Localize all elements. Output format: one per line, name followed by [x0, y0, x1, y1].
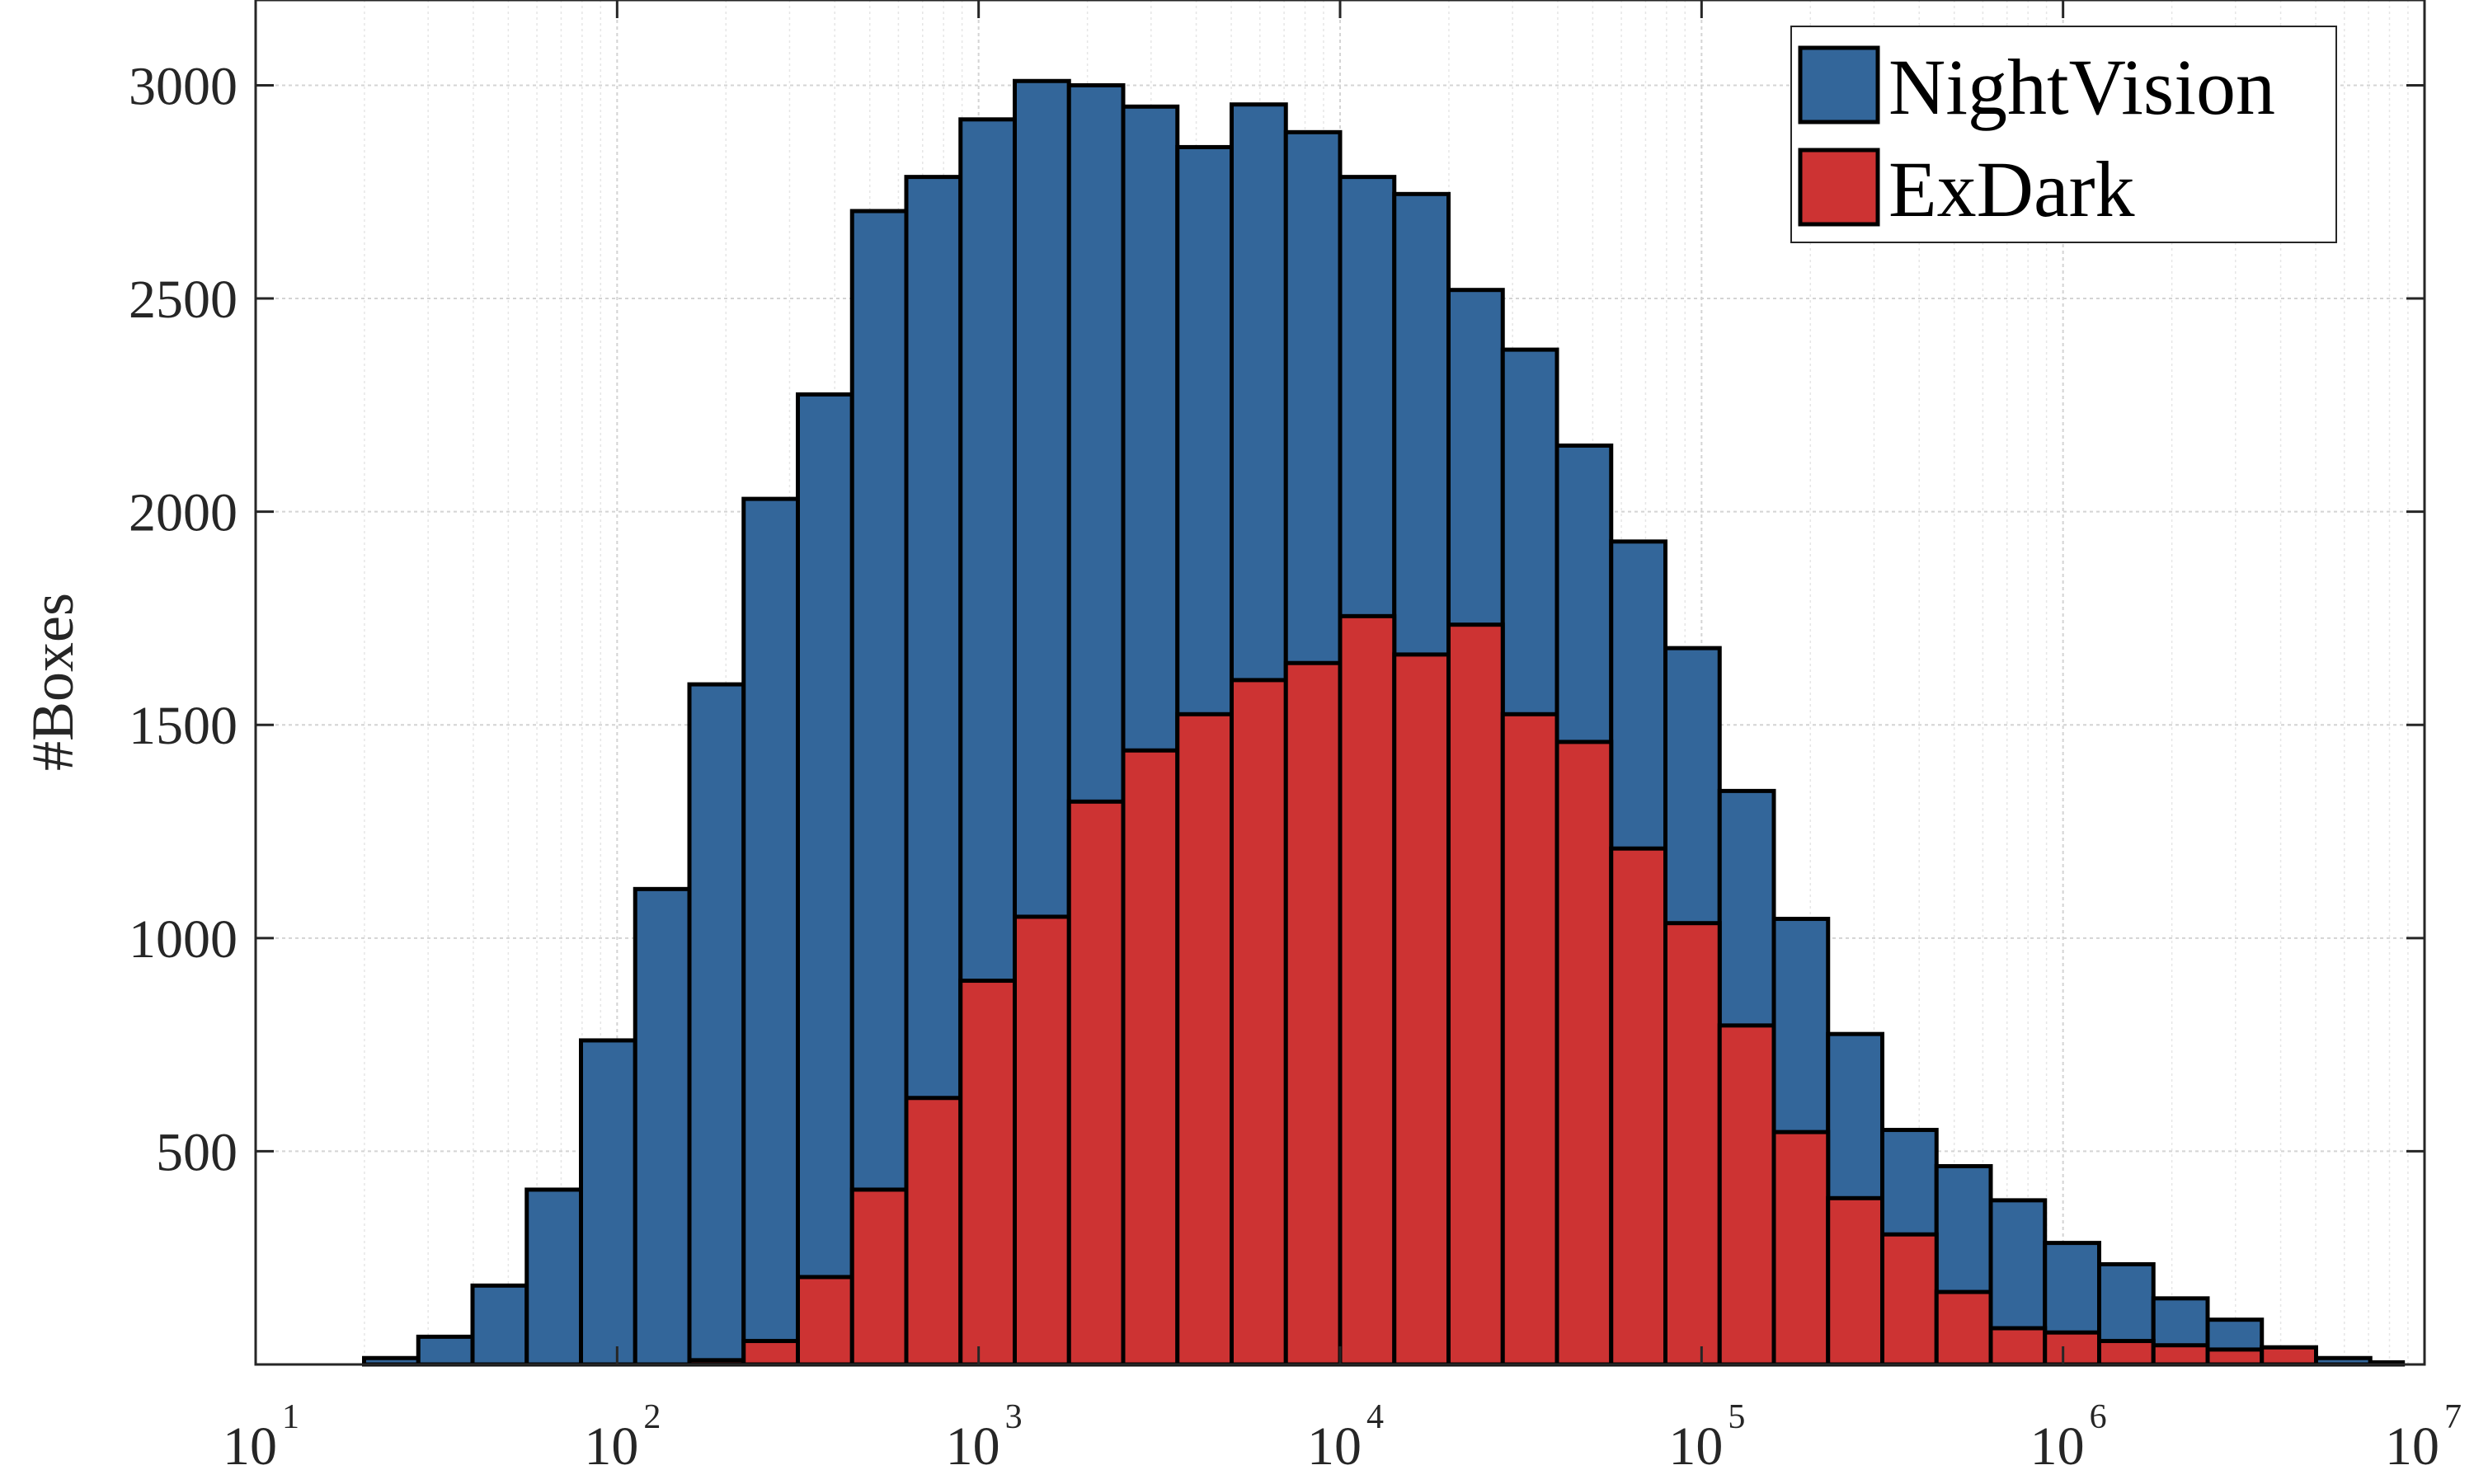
x-tick-label-exponent: 6: [2090, 1398, 2107, 1436]
exdark-bar: [1771, 1129, 1831, 1367]
x-tick-label: 10: [584, 1416, 638, 1477]
exdark-bar: [1717, 1023, 1776, 1367]
legend: NightVision ExDark: [1790, 26, 2337, 243]
nightvision-bar: [416, 1334, 475, 1367]
legend-swatch: [1798, 148, 1880, 227]
exdark-bar: [904, 1096, 963, 1367]
x-tick-label: 10: [2030, 1416, 2085, 1477]
x-tick-label: 10: [946, 1416, 1000, 1477]
exdark-bar: [1392, 652, 1451, 1367]
exdark-bar: [1230, 678, 1288, 1367]
y-tick-label: 2500: [129, 270, 238, 330]
exdark-bar: [1554, 740, 1614, 1367]
exdark-bar: [1446, 622, 1505, 1367]
exdark-bar: [1988, 1326, 2048, 1367]
legend-label: ExDark: [1888, 145, 2135, 233]
x-tick-label: 10: [1307, 1416, 1362, 1477]
exdark-bar: [1500, 711, 1559, 1367]
x-tick-labels: 10 1 10 2 10 3 10 4 10 5 10 6 10 7: [223, 1398, 2462, 1477]
exdark-bar: [1283, 660, 1343, 1367]
exdark-bar: [1121, 748, 1180, 1367]
exdark-bar: [1826, 1195, 1884, 1367]
exdark-bar: [2205, 1347, 2265, 1367]
exdark-bar: [2260, 1345, 2318, 1367]
bars: [362, 78, 2406, 1367]
exdark-bar: [1013, 914, 1071, 1367]
nightvision-bar: [741, 496, 800, 1367]
exdark-bar: [1175, 711, 1234, 1367]
exdark-bar: [1609, 846, 1667, 1367]
exdark-bar: [2151, 1343, 2210, 1367]
x-tick-label-exponent: 3: [1005, 1398, 1023, 1436]
x-tick-label-exponent: 4: [1366, 1398, 1384, 1436]
exdark-bar: [1066, 799, 1126, 1367]
nightvision-bar: [633, 886, 692, 1367]
y-tick-label: 500: [156, 1122, 238, 1182]
y-tick-label: 2000: [129, 483, 238, 543]
x-tick-label-exponent: 1: [282, 1398, 299, 1436]
exdark-bar: [741, 1339, 800, 1367]
exdark-bar: [1338, 613, 1397, 1367]
legend-box: [1790, 26, 2337, 243]
x-tick-label: 10: [1668, 1416, 1723, 1477]
x-tick-label: 10: [2385, 1416, 2439, 1477]
nightvision-bar: [796, 392, 854, 1367]
x-tick-label-exponent: 5: [1728, 1398, 1745, 1436]
exdark-bar: [796, 1275, 854, 1367]
legend-swatch: [1798, 45, 1880, 124]
y-tick-label: 1500: [129, 696, 238, 756]
legend-label: NightVision: [1888, 43, 2275, 131]
exdark-bar: [1663, 921, 1722, 1367]
x-tick-label-exponent: 7: [2444, 1398, 2462, 1436]
y-tick-label: 1000: [129, 909, 238, 970]
nightvision-bar: [470, 1283, 529, 1367]
y-tick-label: 3000: [129, 56, 238, 116]
exdark-bar: [2097, 1339, 2156, 1367]
exdark-bar: [1934, 1289, 1993, 1367]
nightvision-bar: [579, 1038, 637, 1367]
y-tick-labels: 500 1000 1500 2000 2500 3000: [129, 56, 238, 1182]
nightvision-bar: [524, 1187, 583, 1367]
exdark-bar: [2043, 1330, 2101, 1367]
exdark-bar: [958, 979, 1017, 1367]
ticks: [254, 0, 2426, 1364]
y-axis-title: #Boxes: [20, 593, 86, 771]
x-tick-label: 10: [223, 1416, 277, 1477]
exdark-bar: [849, 1187, 909, 1367]
x-tick-label-exponent: 2: [643, 1398, 661, 1436]
exdark-bar: [1880, 1232, 1939, 1367]
nightvision-bar: [687, 682, 746, 1367]
